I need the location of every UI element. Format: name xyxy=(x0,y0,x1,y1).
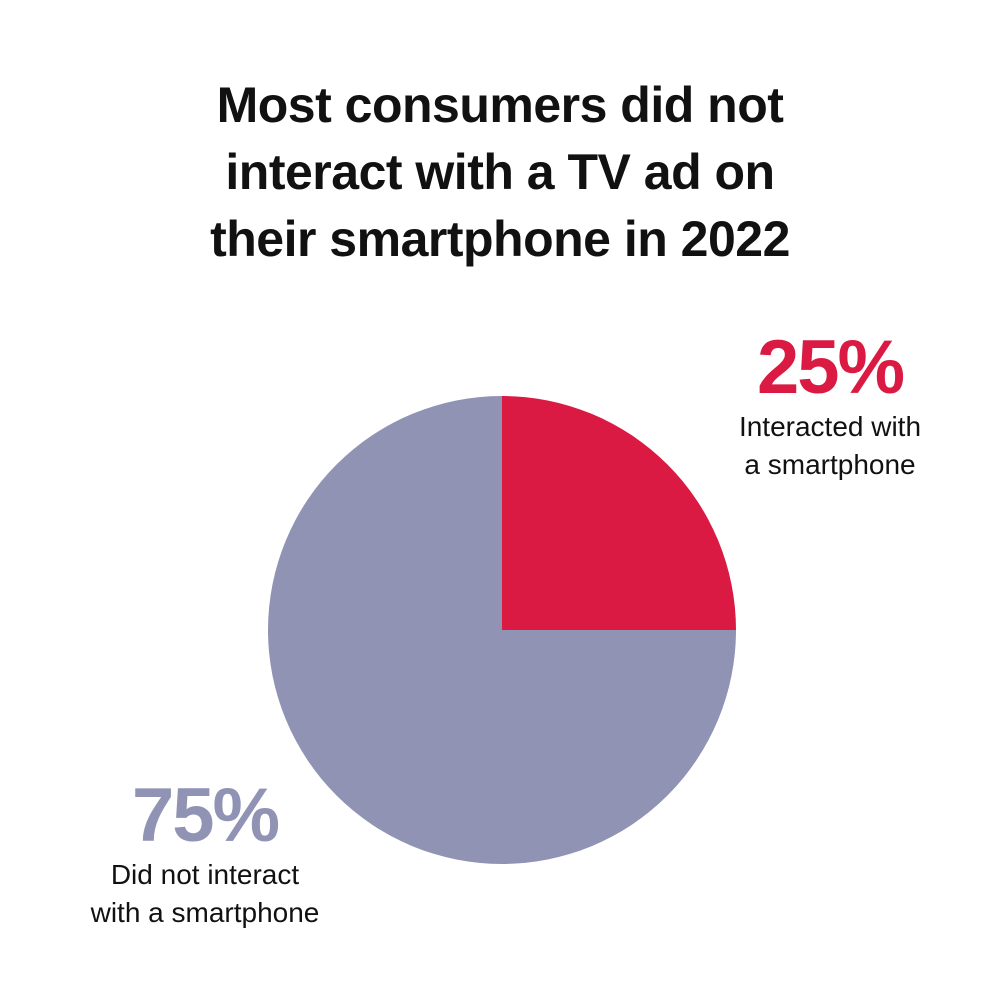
chart-title: Most consumers did not interact with a T… xyxy=(0,72,1000,273)
chart-title-line: their smartphone in 2022 xyxy=(210,211,790,267)
slice-value-label: 75% xyxy=(131,773,280,858)
slice-description-line: with a smartphone xyxy=(90,897,320,928)
slice-description-line: a smartphone xyxy=(744,449,916,480)
pie-slice-0 xyxy=(502,396,736,630)
pie-slice-1 xyxy=(268,396,736,864)
slice-label-did-not-interact: 75% Did not interact with a smartphone xyxy=(55,776,355,932)
slice-value-label: 25% xyxy=(756,325,905,410)
slice-description-line: Did not interact xyxy=(110,859,300,890)
chart-title-line: interact with a TV ad on xyxy=(225,144,775,200)
slice-label-interacted: 25% Interacted with a smartphone xyxy=(690,328,970,484)
chart-title-line: Most consumers did not xyxy=(216,77,784,133)
slice-description-line: Interacted with xyxy=(738,411,922,442)
